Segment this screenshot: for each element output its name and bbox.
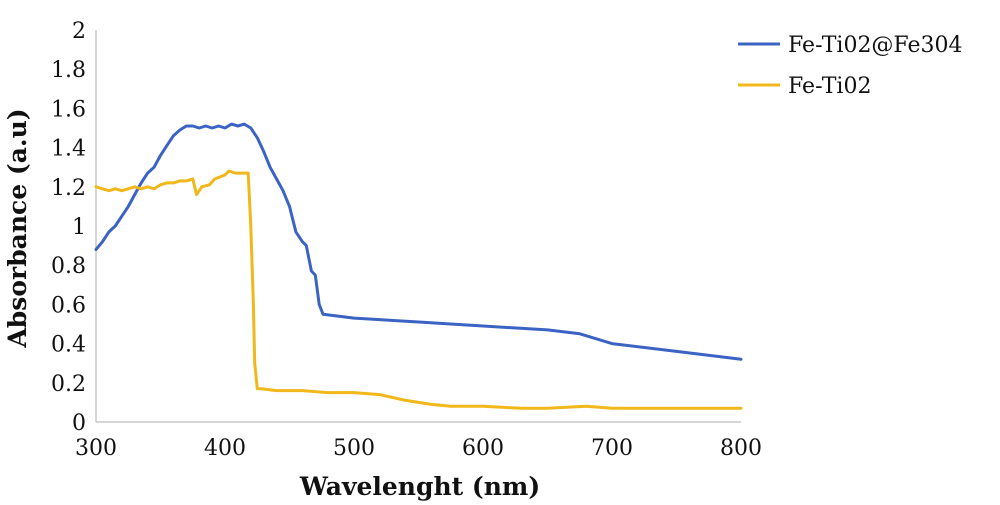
- y-tick-label: 2: [72, 19, 86, 44]
- x-tick-label: 300: [75, 436, 117, 461]
- y-tick-label: 0.6: [51, 293, 86, 318]
- y-tick-label: 1: [72, 215, 86, 240]
- y-tick-label: 1.8: [51, 58, 86, 83]
- y-tick-label: 1.4: [51, 137, 86, 162]
- legend-label-fe-tio2-fe3o4: Fe-Ti02@Fe304: [788, 33, 963, 58]
- y-tick-label: 0.8: [51, 254, 86, 279]
- y-tick-label: 0.4: [51, 333, 86, 358]
- x-tick-label: 600: [462, 436, 504, 461]
- legend: Fe-Ti02@Fe304 Fe-Ti02: [738, 33, 963, 99]
- x-tick-label: 700: [591, 436, 633, 461]
- y-axis-title: Absorbance (a.u): [3, 108, 32, 348]
- y-tick-labels: 0 0.2 0.4 0.6 0.8 1 1.2 1.4 1.6 1.8 2: [51, 19, 86, 436]
- y-tick-label: 1.2: [51, 176, 86, 201]
- y-tick-label: 1.6: [51, 97, 86, 122]
- x-tick-label: 400: [204, 436, 246, 461]
- plot-area: 0 0.2 0.4 0.6 0.8 1 1.2 1.4 1.6 1.8 2 300 400 500 600…: [51, 19, 762, 461]
- series-line-fe-tio2-fe3o4: [94, 122, 743, 361]
- series-lines: [94, 122, 743, 410]
- legend-label-fe-tio2: Fe-Ti02: [788, 74, 871, 99]
- x-tick-label: 800: [720, 436, 762, 461]
- x-tick-label: 500: [333, 436, 375, 461]
- y-tick-label: 0.2: [51, 372, 86, 397]
- x-tick-labels: 300 400 500 600 700 800: [75, 436, 762, 461]
- y-tick-label: 0: [72, 411, 86, 436]
- x-axis-title: Wavelenght (nm): [299, 472, 540, 501]
- series-line-fe-tio2: [94, 169, 743, 410]
